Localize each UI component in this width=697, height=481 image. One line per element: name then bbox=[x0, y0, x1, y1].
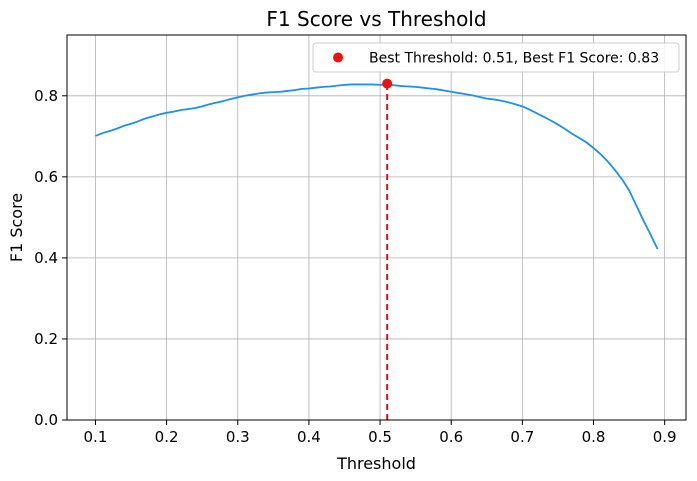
f1-score-line bbox=[95, 83, 659, 250]
x-tick-label: 0.9 bbox=[653, 428, 677, 446]
x-tick-label: 0.5 bbox=[368, 428, 392, 446]
y-axis-label: F1 Score bbox=[7, 193, 26, 262]
best-threshold-point bbox=[382, 78, 393, 89]
y-tick-label: 0.0 bbox=[34, 411, 58, 429]
chart-title: F1 Score vs Threshold bbox=[266, 7, 486, 31]
y-tick-label: 0.4 bbox=[34, 249, 58, 267]
legend-marker bbox=[333, 52, 343, 63]
x-tick-label: 0.6 bbox=[439, 428, 463, 446]
x-tick-label: 0.8 bbox=[582, 428, 606, 446]
plot-area-frame bbox=[66, 34, 687, 421]
legend-entry-label: Best Threshold: 0.51, Best F1 Score: 0.8… bbox=[369, 51, 659, 67]
x-tick-label: 0.1 bbox=[84, 428, 108, 446]
x-tick-label: 0.3 bbox=[226, 428, 250, 446]
x-tick-label: 0.2 bbox=[155, 428, 179, 446]
y-tick-label: 0.6 bbox=[34, 168, 58, 186]
x-tick-label: 0.7 bbox=[510, 428, 534, 446]
x-tick-label: 0.4 bbox=[297, 428, 321, 446]
x-axis-label: Threshold bbox=[336, 454, 416, 473]
legend-box bbox=[312, 42, 680, 73]
y-tick-label: 0.8 bbox=[34, 87, 58, 105]
series-layer bbox=[95, 78, 659, 420]
y-tick-label: 0.2 bbox=[34, 330, 58, 348]
legend: Best Threshold: 0.51, Best F1 Score: 0.8… bbox=[312, 42, 680, 73]
axis-ticks: 0.1 0.2 0.3 0.4 0.5 0.6 0.7 0.8 0.9 0.0 0.2 0.4 0.6 0… bbox=[34, 87, 676, 446]
